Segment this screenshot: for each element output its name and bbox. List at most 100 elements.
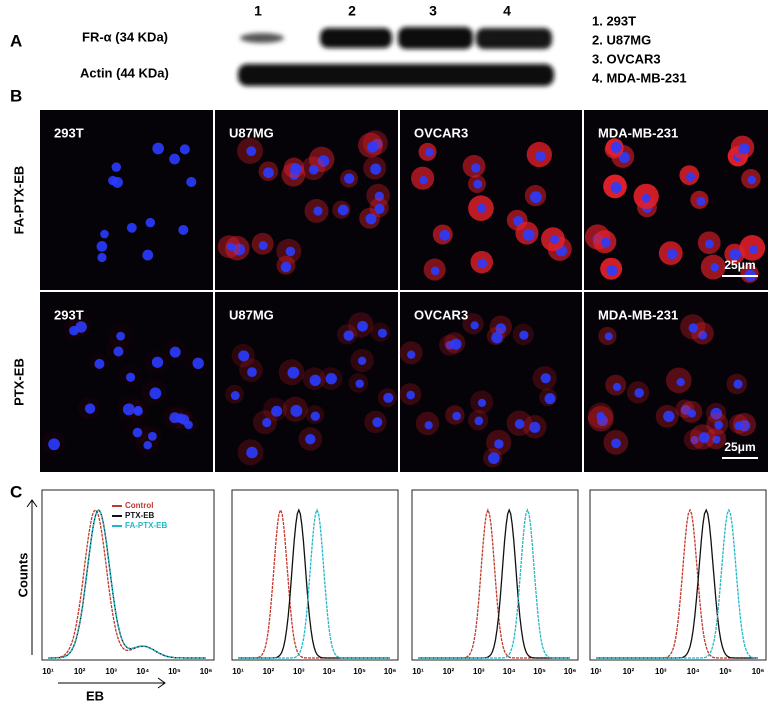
nucleus — [367, 141, 379, 153]
nucleus — [230, 391, 240, 401]
nucleus — [470, 321, 479, 330]
x-arrow-head — [157, 677, 166, 689]
nucleus — [419, 176, 428, 185]
band — [398, 27, 473, 49]
nucleus — [343, 173, 355, 184]
histogram-curve — [418, 508, 570, 659]
plot-frame — [231, 489, 399, 661]
x-tick-label: 10⁴ — [136, 667, 149, 676]
nucleus — [309, 374, 321, 387]
x-tick-label: 10⁶ — [200, 667, 213, 676]
nucleus — [310, 411, 320, 421]
nucleus — [48, 438, 60, 451]
nucleus — [522, 228, 535, 241]
scale-bar-label: 25μm — [724, 440, 755, 454]
nucleus — [714, 420, 724, 430]
histogram-curve — [596, 508, 758, 659]
nucleus — [710, 407, 723, 420]
x-tick-label: 10³ — [293, 667, 305, 676]
x-tick-label: 10⁵ — [353, 667, 366, 676]
nucleus — [179, 144, 190, 155]
nucleus — [113, 346, 124, 357]
nucleus — [69, 325, 79, 336]
x-tick-label: 10⁵ — [719, 667, 732, 676]
cell-line-label: OVCAR3 — [414, 125, 468, 140]
cell-line-label: U87MG — [229, 307, 274, 322]
x-tick-label: 10³ — [655, 667, 667, 676]
nucleus — [143, 440, 152, 450]
nucleus — [305, 433, 316, 445]
cell-line-label: OVCAR3 — [414, 307, 468, 322]
nucleus — [430, 266, 440, 276]
nucleus — [641, 193, 651, 203]
plot-frame — [411, 489, 579, 661]
nucleus — [343, 330, 354, 341]
nucleus — [663, 410, 675, 423]
x-tick-label: 10⁶ — [384, 667, 397, 676]
nucleus — [698, 330, 708, 340]
nucleus — [596, 411, 605, 421]
nucleus — [145, 217, 156, 228]
row-label: FA-PTX-EB — [11, 166, 26, 235]
nucleus — [604, 332, 613, 341]
nucleus — [246, 146, 257, 157]
nucleus — [372, 417, 383, 428]
x-tick-label: 10¹ — [590, 667, 602, 676]
y-label: Counts — [15, 553, 30, 598]
nucleus — [262, 418, 272, 428]
nucleus — [710, 263, 719, 272]
nucleus — [290, 404, 303, 417]
nucleus — [612, 382, 622, 392]
nucleus — [186, 176, 197, 188]
x-label: EB — [86, 688, 104, 703]
nucleus — [535, 150, 546, 162]
nucleus — [226, 242, 236, 252]
histogram-curve — [596, 508, 759, 659]
nucleus — [370, 163, 382, 175]
nucleus — [439, 229, 451, 241]
nucleus — [317, 155, 330, 167]
nucleus — [108, 175, 118, 186]
panel-label: B — [10, 86, 22, 105]
nucleus — [494, 439, 504, 449]
nucleus — [96, 241, 108, 252]
x-tick-label: 10¹ — [232, 667, 244, 676]
nucleus — [712, 435, 721, 444]
nucleus — [383, 392, 394, 403]
nucleus — [729, 248, 741, 261]
micrograph — [40, 292, 213, 472]
histogram-curve — [48, 509, 206, 659]
nucleus — [313, 206, 323, 216]
nucleus — [355, 379, 364, 388]
lane-number: 4 — [503, 3, 511, 19]
nucleus — [377, 328, 387, 338]
blot-legend: 2. U87MG — [592, 32, 651, 47]
nucleus — [238, 350, 250, 362]
nucleus — [126, 222, 137, 233]
x-tick-label: 10⁵ — [168, 667, 181, 676]
y-arrow-head — [26, 499, 38, 508]
nucleus — [600, 237, 611, 248]
nucleus — [178, 224, 189, 235]
nucleus — [477, 398, 487, 407]
histogram-curve — [596, 508, 758, 659]
nucleus — [149, 387, 162, 400]
nucleus — [184, 420, 193, 430]
cell-line-label: MDA-MB-231 — [598, 125, 678, 140]
band — [476, 28, 552, 49]
nucleus — [308, 164, 319, 175]
row-label: PTX-EB — [11, 358, 26, 406]
nucleus — [734, 421, 744, 431]
nucleus — [550, 235, 560, 245]
micrograph — [400, 292, 582, 472]
nucleus — [290, 163, 302, 175]
nucleus — [147, 431, 157, 441]
nucleus — [263, 167, 274, 179]
scale-bar-label: 25μm — [724, 258, 755, 272]
nucleus — [357, 356, 367, 365]
panel-label: A — [10, 31, 22, 50]
blot-legend: 3. OVCAR3 — [592, 51, 661, 66]
nucleus — [488, 452, 500, 465]
micrograph — [40, 110, 213, 290]
x-tick-label: 10² — [74, 667, 86, 676]
